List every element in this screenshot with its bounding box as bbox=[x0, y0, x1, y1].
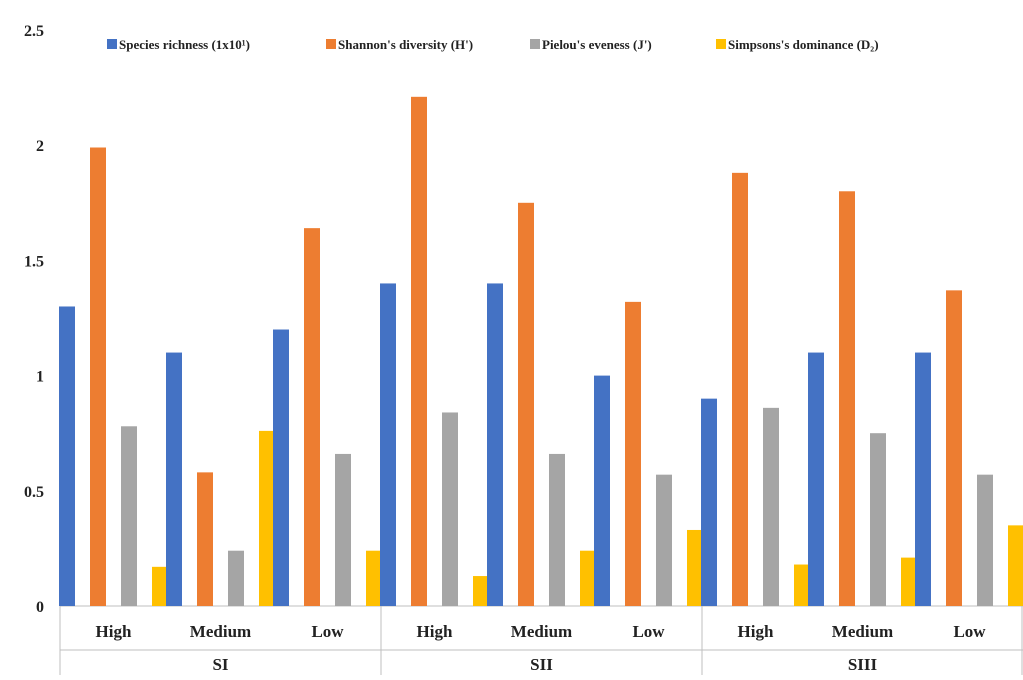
x-category-label: High bbox=[417, 622, 453, 641]
x-category-label: Low bbox=[632, 622, 665, 641]
bar bbox=[656, 474, 672, 606]
bar bbox=[808, 352, 824, 606]
bar bbox=[197, 472, 213, 606]
legend-label: Species richness (1x10¹) bbox=[119, 37, 250, 52]
bar bbox=[580, 550, 596, 606]
bar bbox=[442, 412, 458, 606]
legend-label: Shannon's diversity (H') bbox=[338, 37, 473, 52]
legend-item: Shannon's diversity (H') bbox=[326, 37, 473, 52]
bar bbox=[839, 191, 855, 606]
y-tick-label: 1.5 bbox=[24, 253, 44, 270]
x-group-label: SIII bbox=[848, 655, 878, 674]
bar bbox=[152, 566, 168, 606]
bar bbox=[121, 426, 137, 606]
bar bbox=[228, 550, 244, 606]
bar bbox=[732, 172, 748, 606]
x-category-label: Low bbox=[311, 622, 344, 641]
legend-label: Simpsons's dominance (D₂) bbox=[728, 37, 879, 52]
legend-swatch bbox=[107, 39, 117, 49]
bar bbox=[763, 407, 779, 606]
bar bbox=[473, 576, 489, 606]
legend-swatch bbox=[530, 39, 540, 49]
y-tick-label: 2.5 bbox=[24, 23, 44, 40]
x-category-label: Medium bbox=[190, 622, 251, 641]
legend-label: Pielou's eveness (J') bbox=[542, 37, 652, 52]
bar bbox=[687, 529, 703, 606]
bar bbox=[946, 290, 962, 606]
legend-swatch bbox=[326, 39, 336, 49]
bar bbox=[90, 147, 106, 606]
legend: Species richness (1x10¹) Shannon's divers… bbox=[107, 37, 879, 52]
bar bbox=[794, 564, 810, 606]
y-tick-label: 0 bbox=[36, 599, 44, 616]
legend-item: Species richness (1x10¹) bbox=[107, 37, 250, 52]
y-tick-label: 2 bbox=[36, 138, 44, 155]
bar bbox=[380, 283, 396, 606]
y-tick-label: 0.5 bbox=[24, 484, 44, 501]
bar bbox=[273, 329, 289, 606]
bar bbox=[166, 352, 182, 606]
x-category-label: Medium bbox=[832, 622, 893, 641]
bar bbox=[259, 430, 275, 606]
bar bbox=[701, 398, 717, 606]
bar bbox=[518, 202, 534, 607]
bar bbox=[304, 228, 320, 607]
legend-item: Pielou's eveness (J') bbox=[530, 37, 652, 52]
bar bbox=[977, 474, 993, 606]
bar bbox=[335, 453, 351, 606]
x-category-label: High bbox=[738, 622, 774, 641]
bar bbox=[59, 306, 75, 606]
x-group-label: SI bbox=[212, 655, 228, 674]
bar bbox=[549, 453, 565, 606]
bar bbox=[625, 301, 641, 606]
bar bbox=[901, 557, 917, 606]
bar bbox=[870, 433, 886, 606]
axes bbox=[59, 605, 1023, 675]
bars bbox=[59, 96, 1023, 607]
x-category-label: High bbox=[96, 622, 132, 641]
bar bbox=[594, 375, 610, 606]
bar bbox=[411, 96, 427, 606]
y-tick-label: 1 bbox=[36, 369, 44, 386]
x-category-label: Medium bbox=[511, 622, 572, 641]
legend-swatch bbox=[716, 39, 726, 49]
bar bbox=[915, 352, 931, 606]
axis-labels: 0 0.5 1 1.5 2 2.5 High Medium Low High Medium Low Hi… bbox=[24, 23, 986, 674]
bar bbox=[487, 283, 503, 606]
bar bbox=[366, 550, 382, 606]
legend-item: Simpsons's dominance (D₂) bbox=[716, 37, 879, 52]
x-category-label: Low bbox=[953, 622, 986, 641]
bar bbox=[1008, 525, 1023, 606]
x-group-label: SII bbox=[530, 655, 553, 674]
